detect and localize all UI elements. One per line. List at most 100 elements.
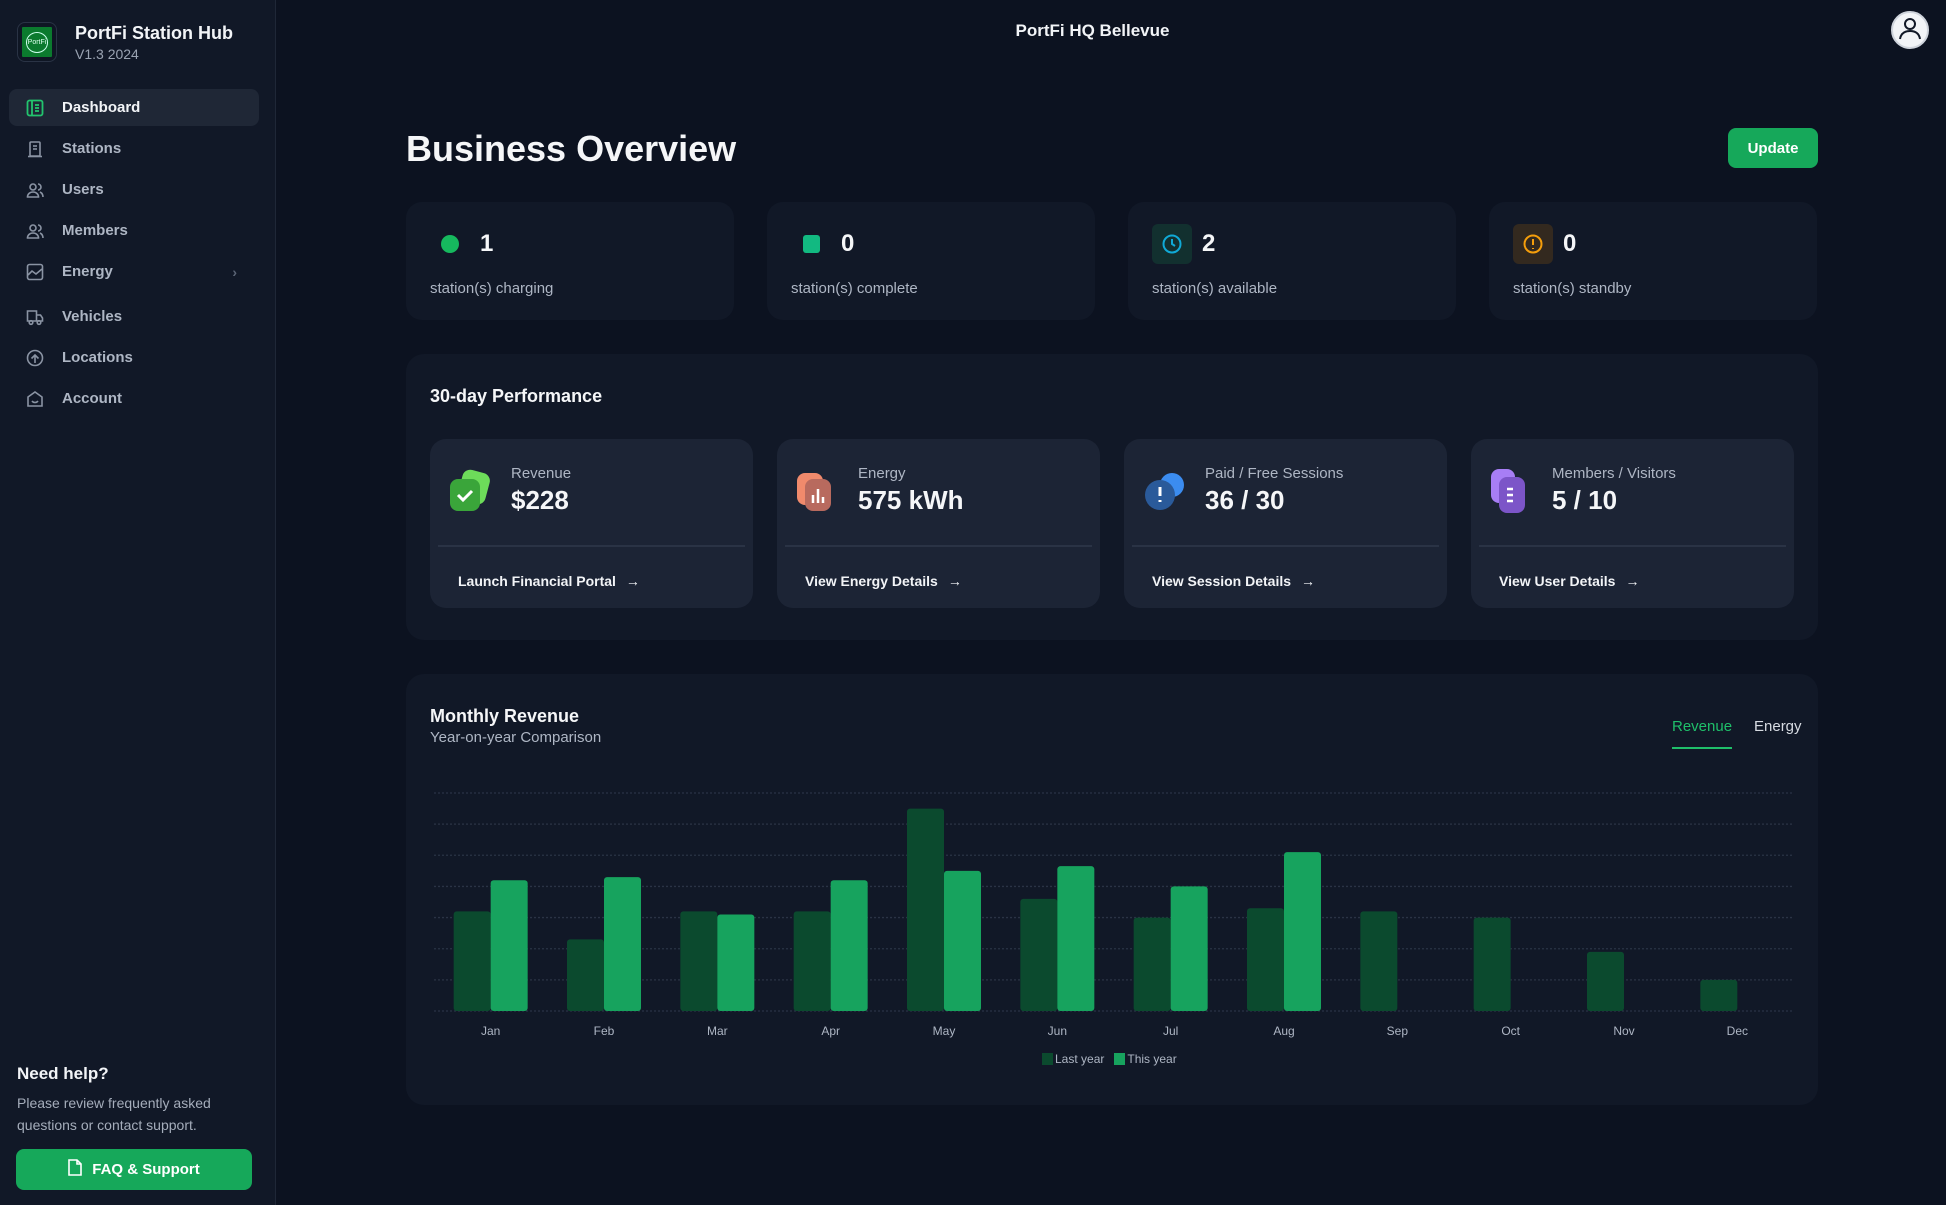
bar-last-year-jun[interactable] [1020, 898, 1058, 1011]
view-user-details-link[interactable]: View User Details → [1499, 573, 1639, 589]
card-value: 575 kWh [858, 485, 964, 515]
faq-support-button[interactable]: FAQ & Support [16, 1149, 252, 1190]
stat-value: 0 [1563, 230, 1577, 257]
bar-last-year-jul[interactable] [1133, 917, 1171, 1011]
view-session-details-link[interactable]: View Session Details → [1152, 573, 1315, 589]
bar-last-year-dec[interactable] [1700, 979, 1738, 1011]
bar-last-year-sep[interactable] [1360, 911, 1398, 1011]
view-energy-details-link[interactable]: View Energy Details → [805, 573, 962, 589]
x-tick-label: Dec [1727, 1024, 1748, 1038]
x-tick-label: Mar [707, 1024, 728, 1038]
update-button[interactable]: Update [1728, 128, 1818, 168]
stat-value: 1 [480, 230, 494, 257]
bar-this-year-jun[interactable] [1057, 866, 1095, 1011]
sidebar-item-label: Users [62, 181, 104, 198]
dashboard-icon [26, 99, 44, 117]
bar-last-year-jan[interactable] [453, 911, 491, 1011]
energy-card: Energy 575 kWh View Energy Details → [777, 439, 1100, 608]
app-version: V1.3 2024 [75, 45, 139, 62]
card-value: 36 / 30 [1205, 485, 1285, 515]
location-icon [26, 349, 44, 367]
bar-this-year-feb[interactable] [604, 877, 641, 1011]
page-title: Business Overview [406, 128, 737, 169]
faq-label: FAQ & Support [92, 1161, 200, 1178]
legend-last-year[interactable]: Last year [1042, 1052, 1104, 1066]
bar-this-year-apr[interactable] [830, 880, 868, 1011]
bar-last-year-mar[interactable] [680, 911, 718, 1011]
x-tick-label: Oct [1501, 1024, 1520, 1038]
sidebar-nav: Dashboard Stations Users Members Energy ›… [9, 89, 259, 417]
legend-this-year[interactable]: This year [1114, 1052, 1177, 1066]
chart-subtitle: Year-on-year Comparison [430, 729, 602, 746]
x-tick-label: Jul [1163, 1024, 1178, 1038]
x-tick-label: Aug [1273, 1024, 1294, 1038]
launch-financial-portal-link[interactable]: Launch Financial Portal → [458, 573, 640, 589]
alert-icon [1513, 224, 1553, 264]
tab-revenue[interactable]: Revenue [1672, 718, 1733, 749]
stat-label: station(s) available [1152, 280, 1278, 297]
tab-energy[interactable]: Energy [1754, 718, 1802, 735]
bar-this-year-may[interactable] [944, 870, 981, 1011]
members-card: Members / Visitors 5 / 10 View User Deta… [1471, 439, 1794, 608]
bar-last-year-may[interactable] [907, 808, 944, 1011]
bar-last-year-feb[interactable] [567, 939, 604, 1011]
brand: PortFi PortFi Station Hub V1.3 2024 [17, 22, 233, 62]
monthly-revenue-panel: Monthly Revenue Year-on-year Comparison … [406, 674, 1818, 1105]
bar-last-year-apr[interactable] [793, 911, 831, 1011]
sidebar-item-label: Locations [62, 349, 133, 366]
help-section: Need help? Please review frequently aske… [17, 1064, 257, 1136]
arrow-right-icon: → [1301, 573, 1316, 589]
stat-label: station(s) charging [430, 280, 554, 297]
stat-charging: 1 station(s) charging [406, 202, 734, 320]
revenue-card: Revenue $228 Launch Financial Portal → [430, 439, 753, 608]
card-label: Paid / Free Sessions [1205, 465, 1344, 482]
bar-this-year-aug[interactable] [1284, 852, 1321, 1011]
link-label: View User Details [1499, 573, 1616, 589]
revenue-bar-chart: Jan Feb Mar Apr May Jun Jul Aug Sep Oct Nov Dec [434, 792, 1794, 1038]
users-icon [26, 181, 44, 199]
user-icon [1897, 15, 1923, 46]
bar-this-year-mar[interactable] [717, 914, 755, 1011]
x-tick-label: Sep [1387, 1024, 1409, 1038]
location-title: PortFi HQ Bellevue [1015, 21, 1170, 40]
chart-title: Monthly Revenue [430, 706, 580, 726]
app-logo: PortFi [17, 22, 57, 62]
sidebar-item-users[interactable]: Users [9, 171, 259, 208]
stat-value: 2 [1202, 230, 1216, 257]
sidebar-item-members[interactable]: Members [9, 212, 259, 249]
sidebar-item-label: Energy [62, 263, 113, 280]
legend-label: Last year [1055, 1052, 1105, 1066]
chart-legend: Last year This year [1042, 1052, 1177, 1066]
document-icon [68, 1159, 83, 1180]
energy-bars-icon [793, 467, 841, 515]
logo-text: PortFi [25, 31, 49, 53]
link-label: View Session Details [1152, 573, 1292, 589]
account-icon [26, 390, 44, 408]
bar-this-year-jul[interactable] [1170, 886, 1208, 1011]
stat-available: 2 station(s) available [1128, 202, 1456, 320]
sidebar-item-stations[interactable]: Stations [9, 130, 259, 167]
sidebar-item-label: Dashboard [62, 99, 141, 116]
bar-last-year-oct[interactable] [1473, 917, 1511, 1011]
sidebar-item-label: Members [62, 222, 128, 239]
user-avatar[interactable] [1891, 11, 1929, 49]
chart-icon [26, 263, 44, 281]
x-tick-label: Feb [594, 1024, 615, 1038]
card-label: Revenue [511, 465, 572, 482]
sidebar-item-energy[interactable]: Energy › [9, 253, 259, 290]
sidebar-item-account[interactable]: Account [9, 380, 259, 417]
sidebar-item-dashboard[interactable]: Dashboard [9, 89, 259, 126]
station-icon [26, 140, 44, 158]
sidebar-item-locations[interactable]: Locations [9, 339, 259, 376]
card-label: Energy [858, 465, 906, 482]
performance-panel: 30-day Performance Revenue $228 Launch F… [406, 354, 1818, 640]
performance-title: 30-day Performance [430, 386, 603, 406]
sidebar-item-vehicles[interactable]: Vehicles [9, 298, 259, 335]
chevron-right-icon: › [232, 263, 237, 280]
bar-this-year-jan[interactable] [490, 880, 528, 1011]
stat-label: station(s) complete [791, 280, 918, 297]
app-name: PortFi Station Hub [75, 22, 233, 43]
bar-last-year-aug[interactable] [1247, 908, 1284, 1011]
bar-last-year-nov[interactable] [1587, 951, 1624, 1011]
arrow-right-icon: → [947, 573, 962, 589]
